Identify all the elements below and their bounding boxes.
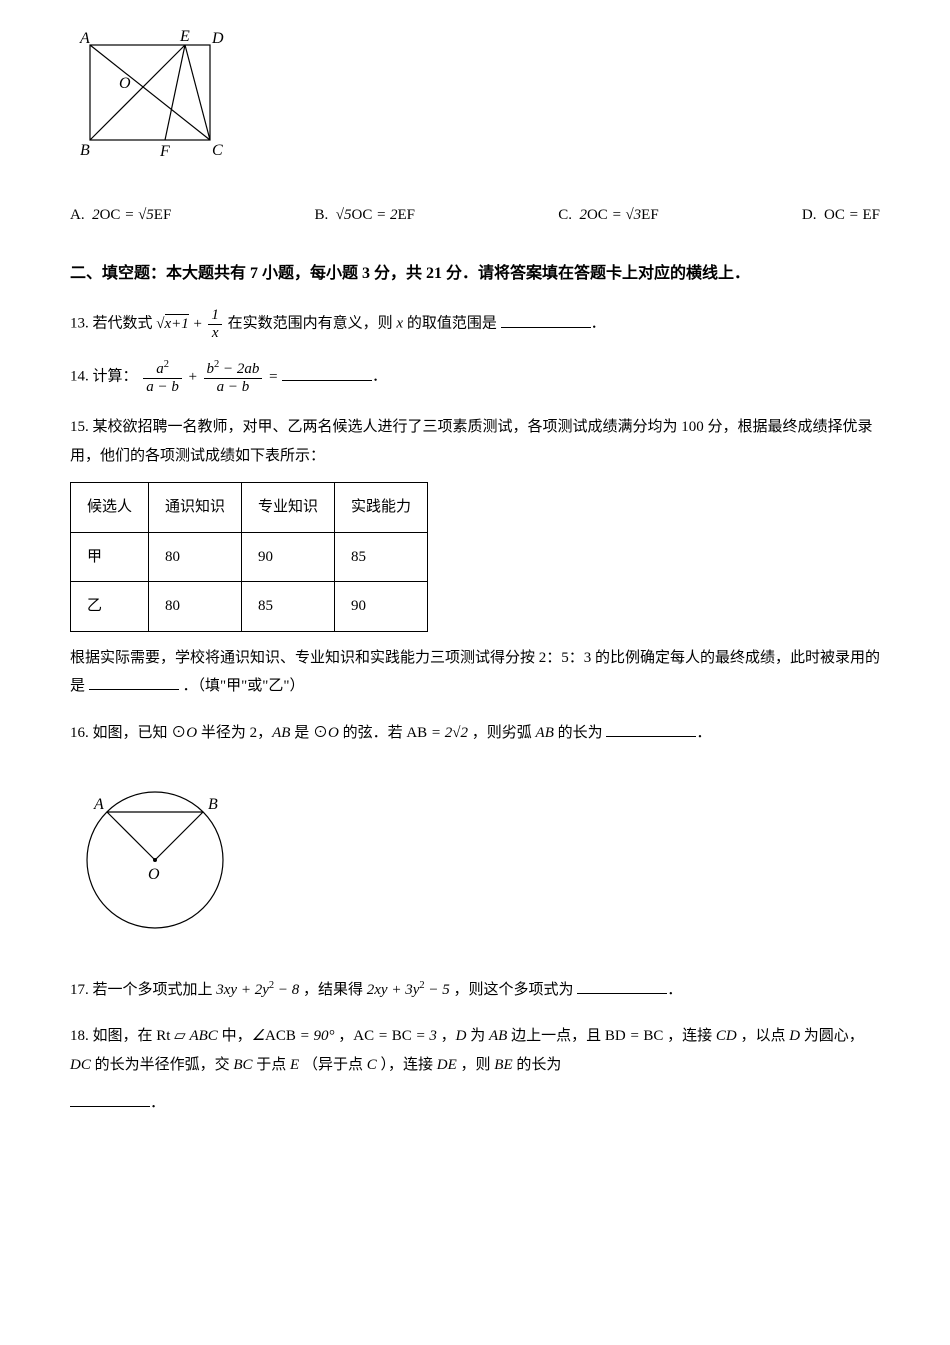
label-B: B	[208, 796, 218, 813]
q15-blank[interactable]	[89, 675, 179, 690]
label-B: B	[80, 142, 90, 159]
q15-line1: 15. 某校欲招聘一名教师，对甲、乙两名候选人进行了三项素质测试，各项测试成绩满…	[70, 413, 880, 470]
q12-options: A. 2OC = √5EF B. √5OC = 2EF C. 2OC = √3E…	[70, 201, 880, 230]
option-C: C. 2OC = √3EF	[558, 201, 658, 230]
section-2-header: 二、填空题：本大题共有 7 小题，每小题 3 分，共 21 分．请将答案填在答题…	[70, 259, 880, 289]
q17-blank[interactable]	[577, 979, 667, 994]
col-1: 通识知识	[149, 483, 242, 533]
q15-table: 候选人 通识知识 专业知识 实践能力 甲 80 90 85 乙 80 85 90	[70, 482, 428, 632]
q14-blank[interactable]	[282, 366, 372, 381]
label-O: O	[148, 866, 160, 883]
q13-mid: 在实数范围内有意义，则	[228, 316, 393, 332]
label-F: F	[159, 143, 170, 160]
q18: 18. 如图，在 Rt ▱ ABC 中，∠ACB = 90° ，AC = BC …	[70, 1022, 880, 1118]
q13: 13. 若代数式 √x+1 + 1x 在实数范围内有意义，则 x 的取值范围是 …	[70, 307, 880, 341]
col-2: 专业知识	[242, 483, 335, 533]
q15-line2: 根据实际需要，学校将通识知识、专业知识和实践能力三项测试得分按 2：5：3 的比…	[70, 644, 880, 701]
q12-figure: A B C D E F O	[70, 30, 880, 171]
circle-diagram: A B O	[70, 765, 245, 935]
table-header-row: 候选人 通识知识 专业知识 实践能力	[71, 483, 428, 533]
q13-blank[interactable]	[501, 313, 591, 328]
q16: 16. 如图，已知 ⊙O 半径为 2，AB 是 ⊙O 的弦．若 AB = 2√2…	[70, 719, 880, 748]
q14: 14. 计算： a2a − b + b2 − 2aba − b = ．	[70, 359, 880, 395]
q16-blank[interactable]	[606, 722, 696, 737]
label-D: D	[211, 30, 224, 47]
label-A: A	[79, 30, 90, 47]
q14-prefix: 14. 计算：	[70, 369, 138, 385]
q17: 17. 若一个多项式加上 3xy + 2y2 − 8 ，结果得 2xy + 3y…	[70, 976, 880, 1005]
q15: 15. 某校欲招聘一名教师，对甲、乙两名候选人进行了三项素质测试，各项测试成绩满…	[70, 413, 880, 701]
table-row: 乙 80 85 90	[71, 582, 428, 632]
q13-tail: 的取值范围是	[407, 316, 497, 332]
label-A: A	[93, 796, 104, 813]
option-B: B. √5OC = 2EF	[315, 201, 415, 230]
option-A: A. 2OC = √5EF	[70, 201, 171, 230]
option-D: D. OC = EF	[802, 201, 880, 230]
q13-prefix: 13. 若代数式	[70, 316, 153, 332]
table-row: 甲 80 90 85	[71, 532, 428, 582]
label-O: O	[119, 75, 131, 92]
col-0: 候选人	[71, 483, 149, 533]
label-C: C	[212, 142, 223, 159]
q18-blank[interactable]	[70, 1092, 150, 1107]
q16-figure: A B O	[70, 765, 880, 946]
square-diagram: A B C D E F O	[70, 30, 230, 160]
q13-var: x	[396, 316, 403, 332]
label-E: E	[179, 30, 190, 45]
col-3: 实践能力	[335, 483, 428, 533]
